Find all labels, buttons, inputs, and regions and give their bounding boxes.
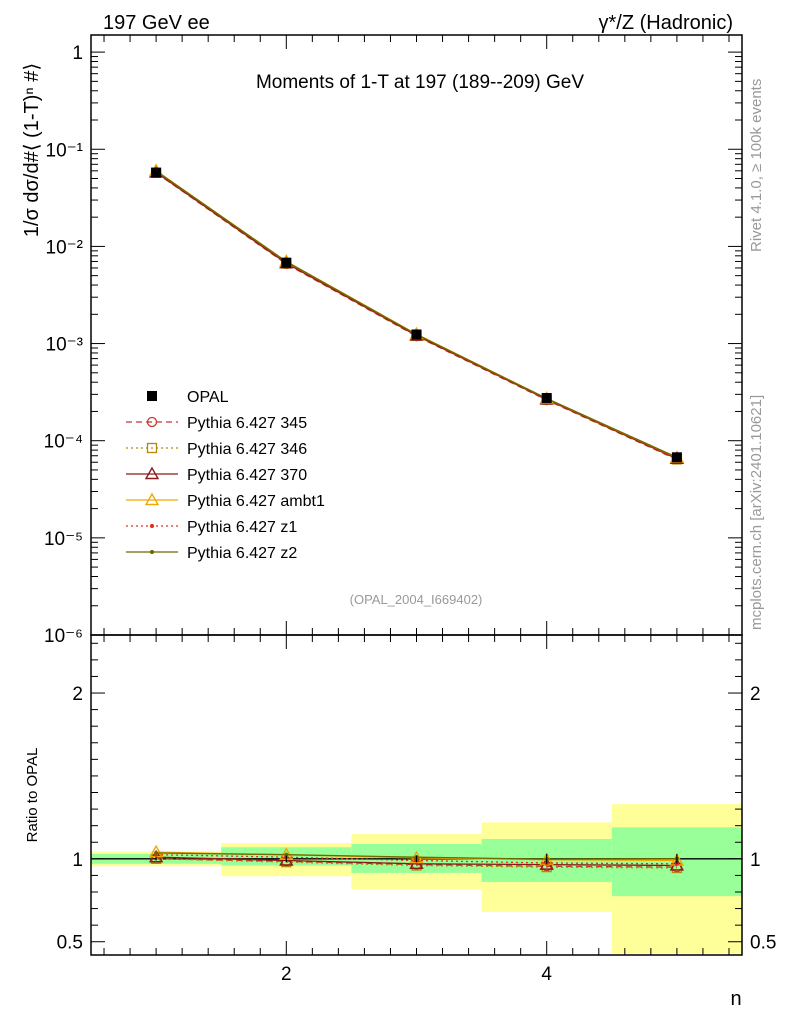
x-tick-label: 4: [541, 964, 552, 985]
ratio-y-tick-label-right: 1: [750, 850, 761, 871]
main-ylabel: 1/σ dσ/d#⟨ (1-T)ⁿ #⟩: [21, 63, 43, 237]
ratio-y-tick-label: 2: [72, 684, 83, 705]
legend-marker: [144, 466, 160, 480]
header-right: γ*/Z (Hadronic): [599, 12, 733, 34]
ratio-y-tick-label-right: 0.5: [750, 933, 776, 954]
opal-data-point: [541, 393, 552, 404]
y-tick-label: 10⁻⁵: [44, 529, 83, 550]
analysis-watermark: (OPAL_2004_I669402): [350, 592, 483, 607]
opal-data-point: [151, 167, 162, 178]
rivet-label: Rivet 4.1.0, ≥ 100k events: [748, 79, 765, 252]
ratio-y-tick-label-right: 2: [750, 684, 761, 705]
legend-label: Pythia 6.427 370: [187, 467, 307, 484]
ratio-series-line: [156, 858, 677, 868]
legend-label: Pythia 6.427 346: [187, 441, 307, 458]
mcplots-label: mcplots.cern.ch [arXiv:2401.10621]: [748, 395, 765, 630]
ratio-series-line: [156, 858, 677, 869]
ratio-series-line: [156, 856, 677, 867]
opal-data-point: [281, 257, 292, 268]
ratio-series: [148, 844, 685, 874]
ratio-plot: 0.5 0.5 1 1 2 2 2 4 Ratio to OPAL n: [24, 634, 776, 1010]
y-tick-label: 1: [72, 43, 83, 64]
main-axis-ticks: 1 10⁻¹ 10⁻² 10⁻³ 10⁻⁴ 10⁻⁵ 10⁻⁶: [44, 35, 742, 647]
x-tick-label: 2: [281, 964, 292, 985]
ratio-y-tick-label: 1: [72, 850, 83, 871]
y-tick-label: 10⁻⁴: [44, 432, 83, 453]
y-tick-label: 10⁻³: [46, 335, 84, 356]
legend-label: OPAL: [187, 389, 229, 406]
ratio-frame: [90, 634, 743, 956]
header-left: 197 GeV ee: [103, 12, 210, 34]
legend-label: Pythia 6.427 z1: [187, 519, 297, 536]
legend-marker: [149, 523, 155, 529]
legend-marker: [144, 492, 160, 506]
main-reference-points: [151, 167, 682, 463]
legend-marker: [149, 549, 155, 555]
legend-label: Pythia 6.427 z2: [187, 545, 297, 562]
y-tick-label: 10⁻²: [46, 237, 84, 258]
ratio-series-marker: [154, 850, 159, 856]
ratio-axis-ticks: 0.5 0.5 1 1 2 2 2 4: [57, 635, 776, 985]
y-tick-label: 10⁻⁶: [44, 626, 83, 647]
ratio-y-tick-label: 0.5: [57, 933, 83, 954]
main-title: Moments of 1-T at 197 (189--209) GeV: [256, 72, 584, 93]
opal-data-point: [671, 452, 682, 463]
y-tick-label: 10⁻¹: [46, 140, 84, 161]
ratio-ylabel: Ratio to OPAL: [24, 748, 41, 843]
legend: OPAL Pythia 6.427 345 Pythia 6.427 346 Pyth…: [126, 389, 325, 562]
legend-label: Pythia 6.427 ambt1: [187, 493, 325, 510]
legend-marker: [147, 391, 157, 401]
main-plot: Moments of 1-T at 197 (189--209) GeV 1/σ…: [21, 34, 743, 647]
legend-label: Pythia 6.427 345: [187, 415, 307, 432]
ratio-uncertainty-bands: [91, 804, 742, 954]
legend-marker: [146, 442, 158, 454]
x-axis-label: n: [730, 988, 741, 1010]
opal-data-point: [411, 329, 422, 340]
legend-marker: [146, 416, 158, 428]
